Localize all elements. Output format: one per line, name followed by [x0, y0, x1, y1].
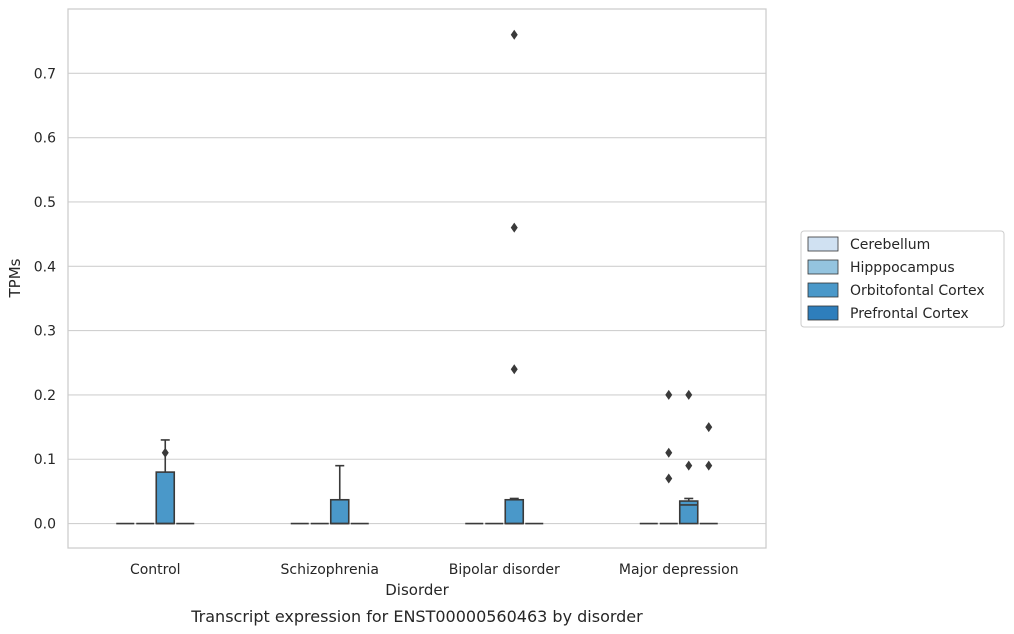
- box-orbitofontal-cortex: [665, 389, 713, 525]
- y-tick-label: 0.1: [34, 452, 56, 468]
- chart-caption: Transcript expression for ENST0000056046…: [190, 607, 643, 626]
- x-tick-label: Major depression: [619, 562, 739, 578]
- box-body: [155, 471, 176, 525]
- y-tick-label: 0.0: [34, 517, 56, 533]
- outlier-point: [510, 222, 518, 233]
- grid-lines: [68, 72, 766, 525]
- outlier-point: [705, 460, 713, 471]
- legend-label: Cerebellum: [850, 237, 930, 253]
- box-orbitofontal-cortex: [155, 439, 176, 525]
- legend-frame: [800, 230, 1005, 328]
- outlier-point: [685, 460, 693, 471]
- outlier-point: [705, 422, 713, 433]
- x-tick-labels: Control Schizophrenia Bipolar disorder Majo…: [130, 562, 739, 578]
- boxes-layer: [116, 29, 718, 525]
- x-tick-label: Bipolar disorder: [449, 562, 560, 578]
- y-tick-label: 0.3: [34, 324, 56, 340]
- legend-swatch: [807, 236, 839, 252]
- outlier-point: [510, 29, 518, 40]
- legend-swatch: [807, 282, 839, 298]
- y-tick-label: 0.4: [34, 259, 56, 275]
- legend: Cerebellum Hipppocampus Orbitofontal Corte…: [800, 230, 1005, 328]
- y-axis-label: TPMs: [6, 258, 24, 298]
- outlier-point: [685, 389, 693, 400]
- outlier-point: [665, 473, 673, 484]
- box-orbitofontal-cortex: [504, 29, 525, 525]
- box-body: [504, 498, 525, 525]
- box-orbitofontal-cortex: [329, 464, 350, 525]
- legend-label: Prefrontal Cortex: [850, 306, 969, 322]
- x-tick-label: Control: [130, 562, 181, 578]
- y-tick-label: 0.6: [34, 131, 56, 147]
- outlier-point: [665, 389, 673, 400]
- y-tick-label: 0.7: [34, 66, 56, 82]
- plot-frame: [67, 8, 767, 549]
- y-tick-label: 0.2: [34, 388, 56, 404]
- outlier-point: [161, 447, 169, 458]
- legend-label: Hipppocampus: [850, 260, 955, 276]
- y-tick-label: 0.5: [34, 195, 56, 211]
- legend-label: Orbitofontal Cortex: [850, 283, 985, 299]
- x-tick-label: Schizophrenia: [281, 562, 379, 578]
- outlier-point: [665, 447, 673, 458]
- outlier-point: [510, 364, 518, 375]
- x-axis-label: Disorder: [385, 581, 449, 599]
- y-tick-labels: 0.0 0.1 0.2 0.3 0.4 0.5 0.6 0.7: [34, 66, 56, 532]
- legend-swatch: [807, 305, 839, 321]
- box-body: [329, 498, 350, 525]
- legend-swatch: [807, 259, 839, 275]
